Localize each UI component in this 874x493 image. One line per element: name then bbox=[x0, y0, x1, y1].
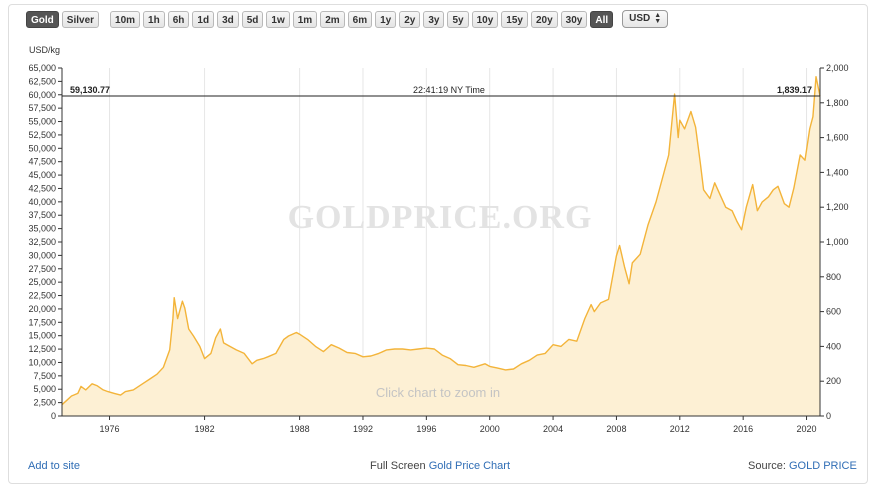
x-tick-label: 1996 bbox=[416, 424, 436, 434]
right-tick-label: 1,200 bbox=[826, 202, 849, 212]
range-button-1m[interactable]: 1m bbox=[292, 10, 318, 28]
metal-button-gold[interactable]: Gold bbox=[26, 10, 59, 28]
right-tick-label: 0 bbox=[826, 411, 831, 421]
source-text: Source: GOLD PRICE bbox=[748, 460, 857, 472]
left-tick-label: 55,000 bbox=[28, 117, 56, 127]
range-button-1w[interactable]: 1w bbox=[266, 10, 290, 28]
range-button-5y[interactable]: 5y bbox=[447, 10, 469, 28]
range-button-6m[interactable]: 6m bbox=[347, 10, 373, 28]
right-tick-label: 2,000 bbox=[826, 63, 849, 73]
left-tick-label: 57,500 bbox=[28, 103, 56, 113]
left-tick-label: 60,000 bbox=[28, 90, 56, 100]
left-tick-label: 5,000 bbox=[33, 384, 56, 394]
price-line bbox=[61, 76, 821, 406]
range-button-20y[interactable]: 20y bbox=[530, 10, 558, 28]
right-tick-label: 1,400 bbox=[826, 167, 849, 177]
range-button-10y[interactable]: 10y bbox=[471, 10, 499, 28]
range-button-6h[interactable]: 6h bbox=[167, 10, 190, 28]
range-button-3y[interactable]: 3y bbox=[423, 10, 445, 28]
left-tick-label: 65,000 bbox=[28, 63, 56, 73]
source-link[interactable]: GOLD PRICE bbox=[788, 460, 857, 472]
left-tick-label: 17,500 bbox=[28, 317, 56, 327]
left-tick-label: 27,500 bbox=[28, 264, 56, 274]
range-button-15y[interactable]: 15y bbox=[501, 10, 528, 28]
left-tick-label: 37,500 bbox=[28, 210, 56, 220]
range-button-all[interactable]: All bbox=[590, 10, 614, 28]
watermark-text: GOLDPRICE.ORG bbox=[288, 199, 593, 236]
left-tick-label: 52,500 bbox=[28, 130, 56, 140]
full-screen-text: Full Screen Gold Price Chart bbox=[370, 460, 510, 472]
add-to-site-link[interactable]: Add to site bbox=[28, 460, 80, 472]
right-tick-label: 800 bbox=[826, 272, 841, 282]
x-tick-label: 2016 bbox=[733, 424, 753, 434]
source-prefix: Source: bbox=[748, 460, 789, 472]
left-tick-label: 0 bbox=[51, 411, 56, 421]
left-tick-label: 50,000 bbox=[28, 143, 56, 153]
x-tick-label: 1988 bbox=[290, 424, 310, 434]
right-tick-label: 1,600 bbox=[826, 133, 849, 143]
left-tick-label: 30,000 bbox=[28, 250, 56, 260]
crosshair-right-value: 1,839.17 bbox=[777, 85, 812, 95]
currency-select-value: USD bbox=[629, 13, 651, 24]
left-tick-label: 47,500 bbox=[28, 157, 56, 167]
range-button-2m[interactable]: 2m bbox=[320, 10, 345, 28]
full-screen-link[interactable]: Gold Price Chart bbox=[428, 460, 511, 472]
right-tick-label: 600 bbox=[826, 307, 841, 317]
range-button-30y[interactable]: 30y bbox=[560, 10, 588, 28]
left-tick-label: 42,500 bbox=[28, 183, 56, 193]
left-tick-label: 45,000 bbox=[28, 170, 56, 180]
left-tick-label: 32,500 bbox=[28, 237, 56, 247]
left-tick-label: 7,500 bbox=[33, 371, 56, 381]
x-tick-label: 1982 bbox=[195, 424, 215, 434]
zoom-hint: Click chart to zoom in bbox=[376, 385, 500, 400]
range-button-10m[interactable]: 10m bbox=[110, 10, 141, 28]
range-button-1y[interactable]: 1y bbox=[375, 10, 397, 28]
chart-toolbar: Gold Silver 10m 1h 6h 1d 3d 5d 1w 1m 2m 6m 1y 2y 3y 5y 1… bbox=[26, 10, 669, 28]
x-tick-label: 2000 bbox=[480, 424, 500, 434]
range-button-2y[interactable]: 2y bbox=[399, 10, 421, 28]
x-tick-label: 1992 bbox=[353, 424, 373, 434]
right-tick-label: 200 bbox=[826, 376, 841, 386]
crosshair-time: 22:41:19 NY Time bbox=[413, 85, 485, 95]
currency-select[interactable]: USD ▲ ▼ bbox=[622, 10, 669, 28]
range-button-1d[interactable]: 1d bbox=[192, 10, 215, 28]
left-tick-label: 35,000 bbox=[28, 224, 56, 234]
left-tick-label: 20,000 bbox=[28, 304, 56, 314]
left-tick-label: 10,000 bbox=[28, 357, 56, 367]
x-tick-label: 2004 bbox=[543, 424, 563, 434]
right-tick-label: 1,800 bbox=[826, 98, 849, 108]
left-tick-label: 40,000 bbox=[28, 197, 56, 207]
right-tick-label: 400 bbox=[826, 341, 841, 351]
full-screen-prefix: Full Screen bbox=[370, 460, 429, 472]
left-tick-label: 25,000 bbox=[28, 277, 56, 287]
right-tick-label: 1,000 bbox=[826, 237, 849, 247]
x-tick-label: 2008 bbox=[606, 424, 626, 434]
left-tick-label: 62,500 bbox=[28, 76, 56, 86]
left-tick-label: 22,500 bbox=[28, 291, 56, 301]
metal-button-silver[interactable]: Silver bbox=[61, 10, 100, 28]
left-tick-label: 15,000 bbox=[28, 331, 56, 341]
x-tick-label: 2012 bbox=[670, 424, 690, 434]
unit-label: USD/kg bbox=[29, 45, 61, 55]
range-button-1h[interactable]: 1h bbox=[143, 10, 165, 28]
x-tick-label: 1976 bbox=[100, 424, 120, 434]
range-button-3d[interactable]: 3d bbox=[217, 10, 239, 28]
x-tick-label: 2020 bbox=[797, 424, 817, 434]
updown-arrows-icon: ▲ ▼ bbox=[654, 12, 662, 25]
left-tick-label: 12,500 bbox=[28, 344, 56, 354]
crosshair-left-value: 59,130.77 bbox=[70, 85, 110, 95]
price-area bbox=[62, 76, 820, 416]
left-tick-label: 2,500 bbox=[33, 398, 56, 408]
range-button-5d[interactable]: 5d bbox=[241, 10, 264, 28]
